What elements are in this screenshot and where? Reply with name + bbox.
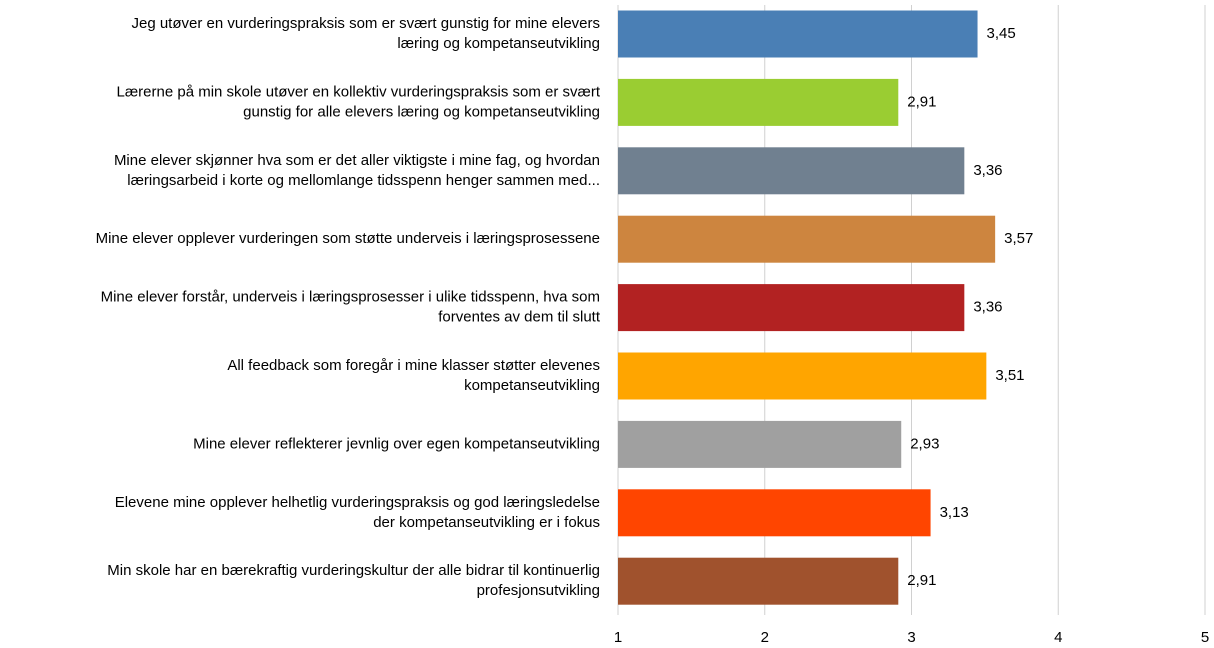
- category-label: læring og kompetanseutvikling: [397, 35, 600, 52]
- x-tick-label: 2: [761, 629, 769, 646]
- bar: [618, 78, 899, 126]
- bar: [618, 284, 965, 332]
- bar: [618, 10, 978, 58]
- x-tick-label: 5: [1201, 629, 1209, 646]
- value-label: 3,36: [973, 299, 1002, 316]
- category-label: Mine elever forstår, underveis i lærings…: [101, 289, 600, 306]
- category-label: der kompetanseutvikling er i fokus: [373, 514, 600, 531]
- category-label: Jeg utøver en vurderingspraksis som er s…: [131, 15, 600, 32]
- category-label: All feedback som foregår i mine klasser …: [227, 357, 600, 374]
- category-label: Min skole har en bærekraftig vurderingsk…: [107, 562, 600, 579]
- category-label: Lærerne på min skole utøver en kollektiv…: [116, 83, 600, 100]
- bar: [618, 147, 965, 195]
- value-label: 2,91: [907, 93, 936, 110]
- bar: [618, 557, 899, 605]
- value-label: 3,51: [995, 367, 1024, 384]
- category-label: kompetanseutvikling: [464, 377, 600, 394]
- value-label: 3,36: [973, 162, 1002, 179]
- bar: [618, 489, 931, 537]
- value-label: 3,45: [987, 25, 1016, 42]
- category-label: gunstig for alle elevers læring og kompe…: [243, 103, 600, 120]
- x-tick-label: 3: [907, 629, 915, 646]
- category-label: profesjonsutvikling: [477, 582, 600, 599]
- category-label: Mine elever skjønner hva som er det alle…: [114, 152, 600, 169]
- category-label: Elevene mine opplever helhetlig vurderin…: [115, 494, 600, 511]
- bar: [618, 352, 987, 400]
- category-label: Mine elever reflekterer jevnlig over ege…: [193, 435, 600, 452]
- value-label: 3,13: [940, 504, 969, 521]
- category-label: forventes av dem til slutt: [438, 309, 601, 326]
- category-label: læringsarbeid i korte og mellomlange tid…: [127, 172, 600, 189]
- bar: [618, 420, 902, 468]
- value-label: 2,93: [910, 435, 939, 452]
- bar: [618, 215, 996, 263]
- value-label: 2,91: [907, 572, 936, 589]
- x-tick-label: 4: [1054, 629, 1062, 646]
- x-tick-label: 1: [614, 629, 622, 646]
- value-label: 3,57: [1004, 230, 1033, 247]
- category-label: Mine elever opplever vurderingen som stø…: [96, 230, 600, 247]
